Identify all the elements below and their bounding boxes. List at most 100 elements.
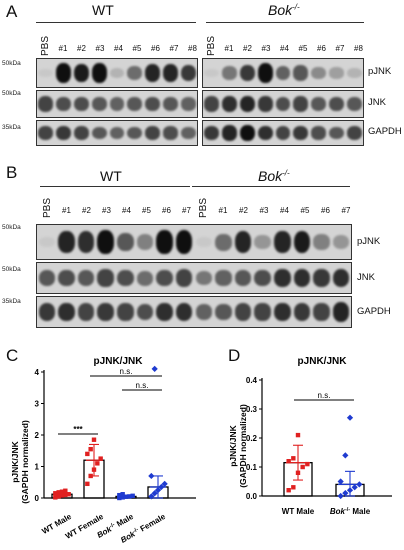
blot-band xyxy=(254,234,271,250)
data-point xyxy=(161,480,168,487)
blot-band xyxy=(136,303,154,321)
data-point xyxy=(66,492,71,497)
lane-label: #3 xyxy=(261,44,271,53)
blot-band xyxy=(257,63,273,83)
blot-band xyxy=(156,302,173,322)
blot-band xyxy=(175,302,193,322)
blot-band xyxy=(293,96,309,112)
blot-band xyxy=(136,270,154,286)
data-point xyxy=(59,489,65,494)
blot-band xyxy=(38,68,54,78)
data-point xyxy=(56,490,61,495)
data-point xyxy=(53,491,58,496)
group-label-wt: WT xyxy=(92,2,114,18)
significance-label: *** xyxy=(73,425,83,434)
blot-band xyxy=(328,96,344,112)
blot-a-gapdh-wt xyxy=(36,120,198,146)
data-point xyxy=(120,495,125,500)
data-point xyxy=(56,494,61,499)
antibody-label-pjnk: pJNK xyxy=(368,66,392,77)
blot-band xyxy=(313,234,330,250)
y-tick-label: 0.4 xyxy=(246,376,258,385)
blot-band xyxy=(91,96,107,111)
blot-band xyxy=(222,95,238,113)
panel-letter-b: B xyxy=(6,163,18,182)
group-label-bok: Bok-/- xyxy=(268,2,300,18)
blot-band xyxy=(109,67,125,79)
lane-label: #5 xyxy=(300,206,310,215)
blot-band xyxy=(274,302,291,322)
significance-label: n.s. xyxy=(120,367,133,376)
y-tick-label: 3 xyxy=(35,400,40,409)
blot-band xyxy=(313,269,330,287)
blot-band xyxy=(38,236,56,248)
antibody-label-pjnk: pJNK xyxy=(357,236,381,247)
blot-band xyxy=(204,125,220,141)
blot-band xyxy=(145,126,160,140)
blot-band xyxy=(97,230,114,254)
lane-label: #3 xyxy=(102,206,111,215)
blot-band xyxy=(239,64,255,82)
y-tick-label: 0.3 xyxy=(246,405,258,414)
y-tick-label: 4 xyxy=(35,368,40,377)
blot-band xyxy=(73,96,89,112)
data-point xyxy=(356,481,363,488)
blot-b-jnk xyxy=(36,262,352,294)
blot-band xyxy=(56,96,72,112)
lane-label: #2 xyxy=(82,206,91,215)
blot-band xyxy=(117,269,134,287)
blot-band xyxy=(117,232,134,252)
blot-band xyxy=(109,126,125,140)
blot-band xyxy=(156,230,173,254)
data-point xyxy=(148,472,155,480)
blot-band xyxy=(109,97,125,111)
blot-band xyxy=(162,96,178,111)
blot-a-gapdh-bok xyxy=(202,120,364,146)
blot-band xyxy=(91,63,107,83)
blot-band xyxy=(346,126,362,140)
lane-label: #1 xyxy=(218,206,228,215)
blot-band xyxy=(136,234,154,250)
blot-band xyxy=(145,64,160,82)
lane-label: #7 xyxy=(169,44,179,53)
data-point xyxy=(286,488,291,493)
blot-band xyxy=(195,270,213,286)
blot-band xyxy=(254,303,271,321)
data-marks xyxy=(283,399,365,500)
svg-text:(GAPDH normalized): (GAPDH normalized) xyxy=(20,420,30,504)
significance-label: n.s. xyxy=(318,391,331,400)
lane-label: #1 xyxy=(58,44,68,53)
data-point xyxy=(127,494,132,499)
blot-band xyxy=(234,269,252,287)
data-point xyxy=(85,481,90,487)
y-tick-label: 0 xyxy=(35,494,40,503)
data-point xyxy=(295,432,301,438)
x-tick-label: Bok-/- Male xyxy=(330,507,371,516)
panel-letter-d: D xyxy=(228,346,241,365)
blot-band xyxy=(222,125,238,141)
blot-band xyxy=(275,126,291,140)
blot-band xyxy=(332,234,350,250)
lane-label: #5 xyxy=(132,44,142,53)
lane-label: #4 xyxy=(114,44,123,53)
blot-a-jnk-bok xyxy=(202,90,364,118)
blot-band xyxy=(56,125,72,141)
blot-band xyxy=(58,302,75,322)
data-point xyxy=(59,493,65,498)
blot-band xyxy=(293,268,311,288)
blot-band xyxy=(257,96,273,112)
lane-label: #6 xyxy=(317,44,326,53)
blot-band xyxy=(275,96,291,112)
blot-a-jnk-wt xyxy=(36,90,198,118)
blot-band xyxy=(156,269,173,287)
lane-label: #4 xyxy=(280,206,289,215)
blot-band xyxy=(215,233,232,251)
svg-text:(GAPDH normalized): (GAPDH normalized) xyxy=(238,404,248,488)
lane-label: PBS xyxy=(198,197,209,218)
lane-label: #1 xyxy=(62,206,71,215)
blot-band xyxy=(58,269,75,287)
lane-label: PBS xyxy=(206,35,217,56)
blot-band xyxy=(257,125,273,141)
data-point xyxy=(117,495,122,501)
data-point xyxy=(53,495,58,500)
